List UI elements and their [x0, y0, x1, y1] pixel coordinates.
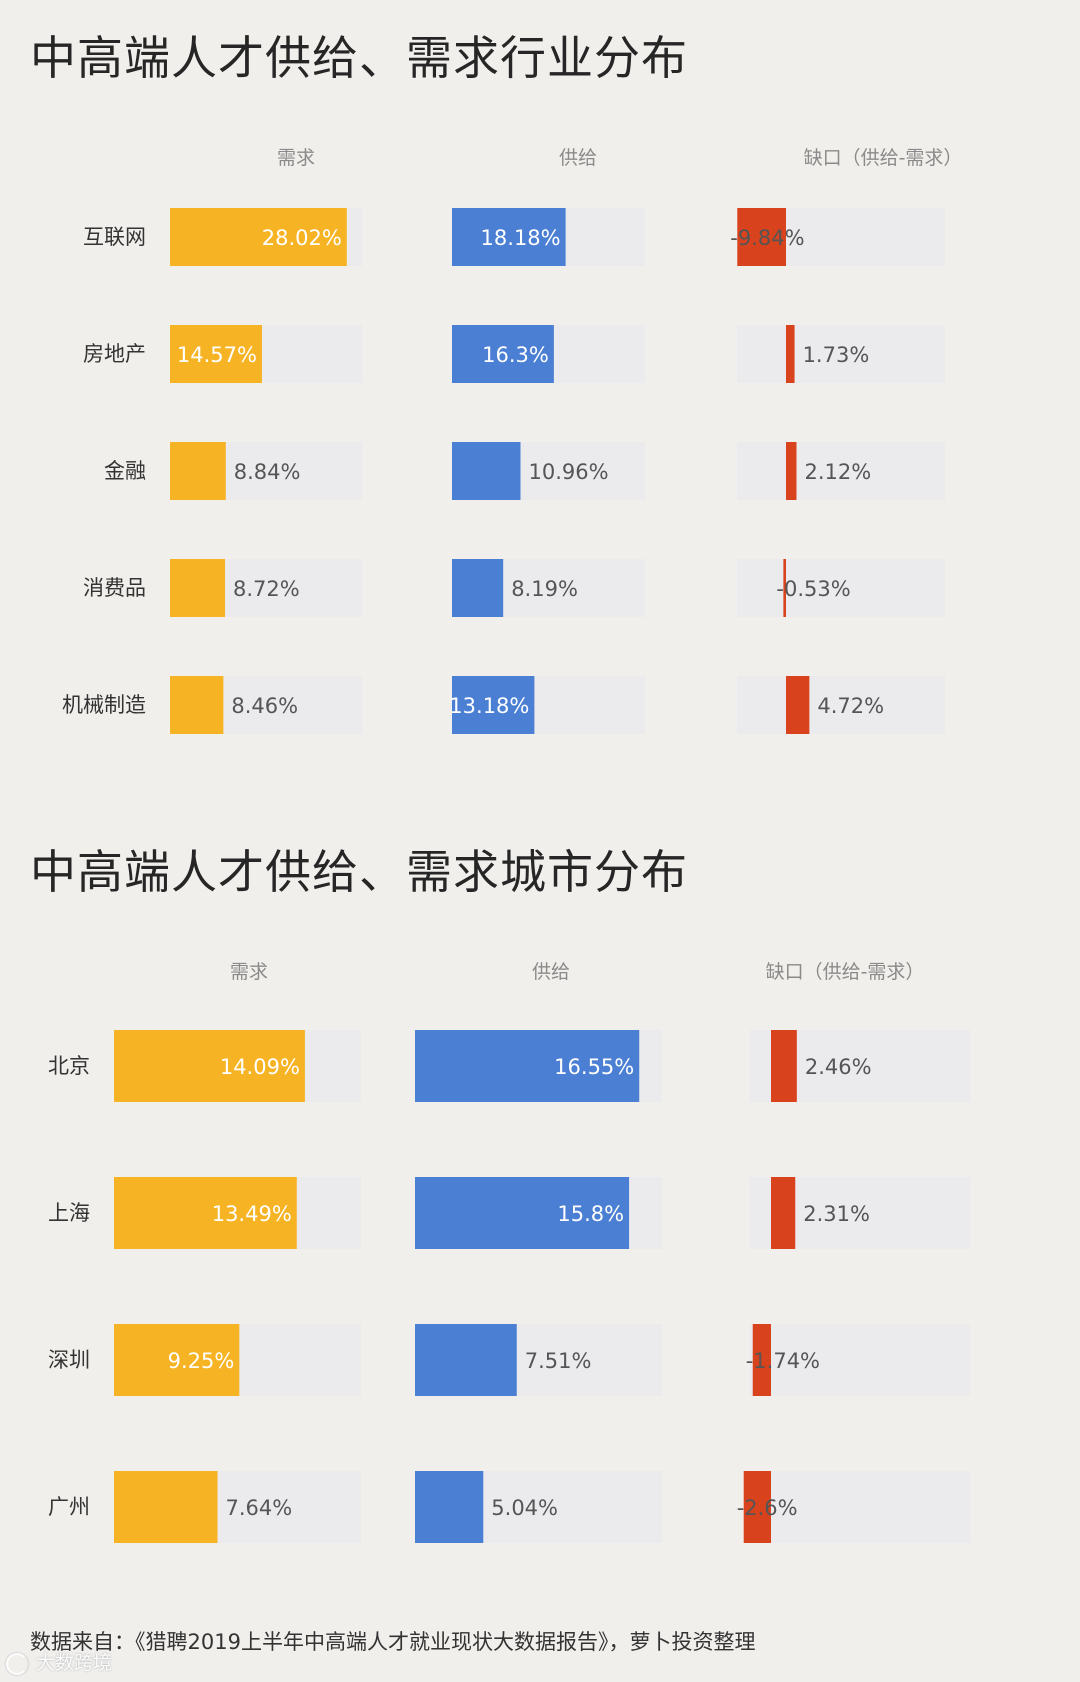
data-label: 2.12% [804, 460, 871, 484]
data-label: 2.46% [805, 1055, 872, 1079]
supply-bar [415, 1471, 484, 1543]
watermark: 大数跨境 [4, 1648, 112, 1675]
supply-bar [452, 325, 554, 383]
demand-bar [170, 442, 226, 500]
data-label: 7.64% [226, 1496, 293, 1520]
data-label: -1.74% [746, 1349, 820, 1373]
gap-bar [752, 1324, 771, 1396]
bar-track [737, 325, 945, 383]
data-label: -9.84% [730, 226, 804, 250]
gap-bar [786, 325, 795, 383]
bar-track [750, 1324, 970, 1396]
data-label: 2.31% [803, 1202, 870, 1226]
column-header: 供给 [532, 961, 570, 983]
supply-bar [452, 208, 566, 266]
gap-bar [737, 208, 786, 266]
bar-track [737, 442, 945, 500]
data-label: 8.72% [233, 577, 300, 601]
gap-bar [786, 442, 797, 500]
industry-chart-title: 中高端人才供给、需求行业分布 [30, 31, 688, 85]
category-label: 广州 [48, 1495, 90, 1519]
industry-distribution-chart: 需求 供给 缺口（供给-需求） 互联网 28.02% 18.18% -9.84% 房地产 14.… [62, 147, 963, 734]
category-label: 消费品 [83, 576, 146, 600]
data-label: 9.25% [168, 1349, 235, 1373]
data-label: -0.53% [776, 577, 850, 601]
data-label: 16.55% [554, 1055, 634, 1079]
data-label: 16.3% [482, 343, 549, 367]
category-label: 北京 [48, 1054, 90, 1078]
supply-bar [452, 442, 521, 500]
demand-bar [114, 1471, 218, 1543]
column-header: 缺口（供给-需求） [766, 961, 925, 983]
data-label: 4.72% [817, 694, 884, 718]
supply-bar [415, 1177, 630, 1249]
city-distribution-chart: 需求 供给 缺口（供给-需求） 北京 14.09% 16.55% 2.46% 上海 13.49%… [48, 961, 970, 1543]
column-header: 需求 [230, 961, 268, 983]
gap-bar [783, 559, 786, 617]
bar-track [737, 559, 945, 617]
demand-bar [170, 676, 224, 734]
category-label: 上海 [48, 1201, 90, 1225]
data-label: 1.73% [803, 343, 870, 367]
data-label: 14.09% [220, 1055, 300, 1079]
gap-bar [743, 1471, 771, 1543]
column-header: 缺口（供给-需求） [804, 147, 963, 169]
demand-bar [114, 1177, 297, 1249]
watermark-text: 大数跨境 [36, 1652, 113, 1674]
category-label: 互联网 [83, 225, 146, 249]
column-header: 供给 [559, 147, 597, 169]
supply-bar [415, 1030, 640, 1102]
demand-bar [170, 208, 347, 266]
data-label: 8.84% [234, 460, 301, 484]
category-label: 金融 [104, 459, 146, 483]
demand-bar [114, 1030, 305, 1102]
data-label: 14.57% [177, 343, 257, 367]
category-label: 房地产 [83, 342, 146, 366]
supply-bar [452, 559, 504, 617]
data-label: 15.8% [557, 1202, 624, 1226]
bar-track [750, 1471, 970, 1543]
data-label: 13.49% [212, 1202, 292, 1226]
demand-bar [170, 325, 262, 383]
data-label: 18.18% [481, 226, 561, 250]
gap-bar [771, 1030, 797, 1102]
column-header: 需求 [277, 147, 315, 169]
gap-bar [786, 676, 810, 734]
data-label: 8.19% [511, 577, 578, 601]
city-chart-title: 中高端人才供给、需求城市分布 [30, 845, 688, 899]
data-label: -2.6% [737, 1496, 798, 1520]
data-label: 28.02% [262, 226, 342, 250]
bar-track [737, 676, 945, 734]
data-label: 8.46% [231, 694, 298, 718]
data-label: 10.96% [529, 460, 609, 484]
data-label: 7.51% [525, 1349, 592, 1373]
category-label: 深圳 [48, 1348, 90, 1372]
data-source-note: 数据来自：《猎聘2019上半年中高端人才就业现状大数据报告》，萝卜投资整理 [30, 1630, 756, 1654]
watermark-logo-icon [4, 1651, 30, 1675]
gap-bar [771, 1177, 796, 1249]
demand-bar [114, 1324, 240, 1396]
data-label: 13.18% [449, 694, 529, 718]
demand-bar [170, 559, 226, 617]
data-label: 5.04% [491, 1496, 558, 1520]
category-label: 机械制造 [62, 693, 146, 717]
supply-bar [452, 676, 535, 734]
supply-bar [415, 1324, 517, 1396]
